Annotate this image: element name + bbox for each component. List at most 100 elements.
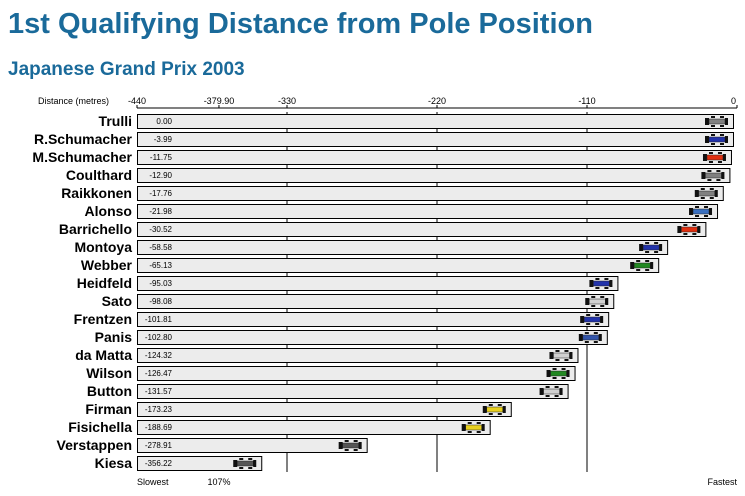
value-label: -12.90 [149, 171, 172, 180]
car-icon [546, 368, 570, 379]
car-wheel [683, 233, 688, 235]
x-tick-label: -379.90 [204, 96, 235, 106]
car-rear-wing [482, 406, 487, 413]
value-label: -95.03 [149, 279, 172, 288]
car-wheel [586, 314, 591, 316]
car-wheel [584, 332, 589, 334]
car-front-wing [600, 316, 604, 323]
car-wheel [717, 152, 722, 154]
driver-label: Montoya [74, 239, 132, 255]
driver-label: Webber [81, 257, 133, 273]
page-subtitle: Japanese Grand Prix 2003 [8, 59, 245, 80]
car-body [681, 226, 698, 233]
car-icon [461, 422, 485, 433]
car-body [583, 316, 601, 323]
car-wheel [654, 251, 659, 253]
car-wheel [467, 431, 472, 433]
car-body [589, 298, 606, 305]
driver-label: Sato [102, 293, 132, 309]
value-label: -17.76 [149, 189, 172, 198]
car-rear-wing [630, 262, 635, 269]
car-wheel [683, 224, 688, 226]
car-body [708, 136, 726, 143]
car-body [550, 370, 567, 377]
car-wheel [497, 413, 502, 415]
driver-label: M.Schumacher [32, 149, 132, 165]
car-wheel [545, 386, 550, 388]
car-wheel [700, 197, 705, 199]
car-body [698, 190, 716, 197]
driver-label: Raikkonen [61, 185, 132, 201]
car-wheel [711, 125, 715, 127]
bar [137, 186, 724, 201]
car-wheel [720, 143, 724, 145]
car-wheel [555, 350, 560, 352]
car-rear-wing [701, 172, 706, 179]
car-icon [639, 242, 663, 253]
car-icon [589, 278, 613, 289]
car-wheel [476, 431, 481, 433]
car-wheel [344, 449, 349, 451]
value-label: -356.22 [145, 459, 173, 468]
car-wheel [600, 305, 605, 307]
car-body [486, 406, 504, 413]
car-icon [233, 458, 257, 469]
car-wheel [711, 134, 715, 136]
car-front-wing [569, 352, 573, 359]
bar [137, 348, 579, 363]
car-body [705, 172, 722, 179]
car-wheel [636, 269, 641, 271]
car-rear-wing [233, 460, 238, 467]
car-icon [585, 296, 609, 307]
value-label: -58.58 [149, 243, 172, 252]
car-rear-wing [461, 424, 466, 431]
car-wheel [708, 152, 713, 154]
car-wheel [720, 116, 724, 118]
car-front-wing [598, 334, 602, 341]
car-rear-wing [578, 334, 583, 341]
car-wheel [248, 458, 253, 460]
car-rear-wing [705, 118, 709, 125]
car-front-wing [709, 208, 713, 215]
car-front-wing [559, 388, 563, 395]
driver-label: Trulli [99, 113, 132, 129]
car-front-wing [609, 280, 613, 287]
car-wheel [591, 296, 596, 298]
car-wheel [692, 233, 697, 235]
car-icon [578, 332, 602, 343]
value-label: -30.52 [149, 225, 172, 234]
bottom-label: Fastest [707, 477, 737, 487]
bar [137, 276, 619, 291]
car-rear-wing [702, 154, 707, 161]
car-front-wing [358, 442, 362, 449]
car-wheel [711, 116, 715, 118]
car-front-wing [481, 424, 485, 431]
car-wheel [695, 206, 700, 208]
car-wheel [552, 368, 557, 370]
bar [137, 240, 669, 255]
car-wheel [248, 467, 253, 469]
car-wheel [353, 449, 358, 451]
car-icon [702, 152, 726, 163]
car-wheel [584, 341, 589, 343]
driver-label: Alonso [85, 203, 132, 219]
value-label: -124.32 [145, 351, 173, 360]
car-rear-wing [549, 352, 554, 359]
x-tick-label: -110 [578, 96, 595, 106]
page-title: 1st Qualifying Distance from Pole Positi… [8, 8, 593, 40]
x-axis-label: Distance (metres) [38, 96, 109, 106]
car-body [465, 424, 482, 431]
car-wheel [709, 197, 714, 199]
bar [137, 150, 732, 165]
car-front-wing [650, 262, 654, 269]
car-icon [689, 206, 713, 217]
car-wheel [711, 143, 715, 145]
driver-label: R.Schumacher [34, 131, 133, 147]
car-rear-wing [338, 442, 343, 449]
bar [137, 132, 734, 147]
car-wheel [604, 287, 609, 289]
car-wheel [591, 305, 596, 307]
car-wheel [353, 440, 358, 442]
car-wheel [593, 341, 598, 343]
car-rear-wing [677, 226, 682, 233]
